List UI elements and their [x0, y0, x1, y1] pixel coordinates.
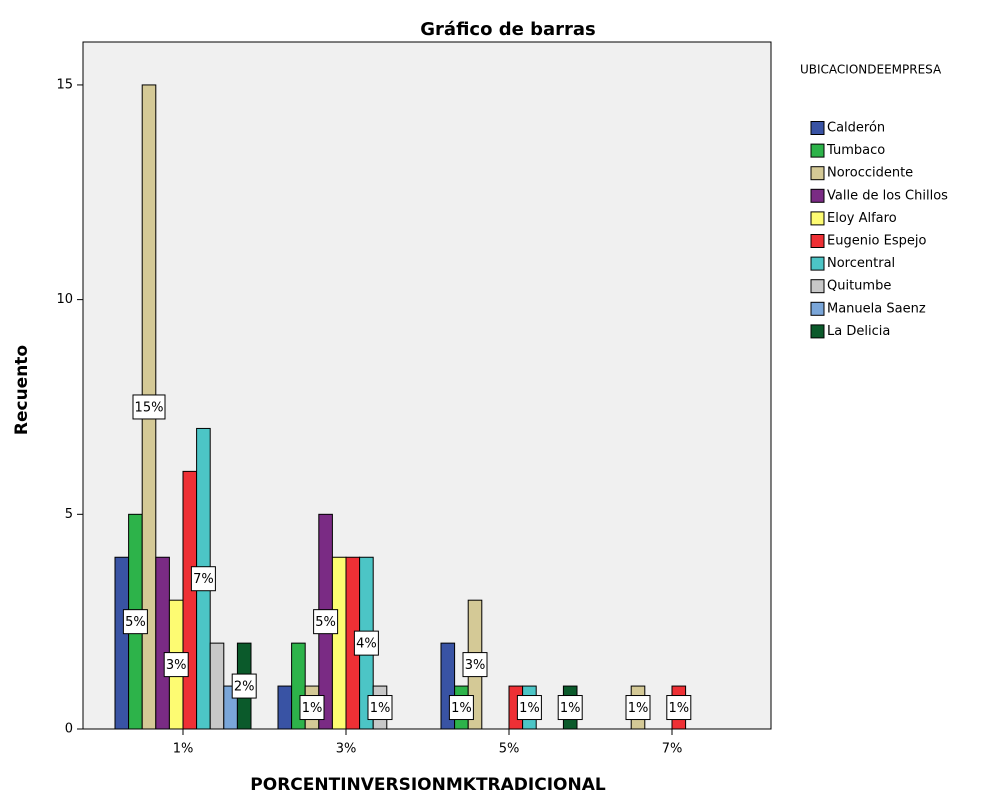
value-label: 1% — [628, 701, 649, 716]
legend-label: Quitumbe — [827, 279, 891, 294]
value-label: 15% — [135, 400, 164, 415]
value-label: 3% — [465, 658, 486, 673]
x-tick-label: 3% — [336, 742, 357, 757]
legend-swatch — [810, 324, 825, 339]
y-tick-label: 5 — [65, 507, 73, 522]
value-label-box — [462, 652, 488, 678]
value-label-box — [353, 630, 379, 656]
legend-label: Calderón — [827, 121, 885, 136]
legend-label: Valle de los Chillos — [827, 188, 948, 203]
value-label: 2% — [234, 680, 255, 695]
legend-swatch — [810, 188, 825, 203]
legend-swatch — [810, 121, 825, 135]
legend-label: Noroccidente — [827, 166, 913, 181]
value-label-box — [163, 652, 189, 678]
chart-title: Gráfico de barras — [420, 19, 595, 40]
bar — [277, 685, 293, 730]
legend-label: Eloy Alfaro — [827, 211, 897, 226]
legend-swatch — [810, 211, 825, 226]
x-tick-label: 7% — [662, 742, 683, 757]
x-axis-label: PORCENTINVERSIONMKTRADICIONAL — [250, 775, 606, 795]
value-label-box — [516, 695, 542, 721]
value-label-box — [557, 695, 583, 721]
legend-swatch — [810, 301, 825, 316]
legend-swatch — [810, 143, 825, 158]
value-label-box — [313, 609, 339, 635]
y-tick-label: 10 — [56, 292, 73, 307]
legend-label: Eugenio Espejo — [827, 234, 926, 249]
legend-swatch — [810, 166, 825, 181]
value-label-box — [231, 673, 257, 699]
legend-label: Manuela Saenz — [827, 301, 926, 316]
legend-swatch — [810, 234, 825, 248]
value-label: 7% — [193, 572, 214, 587]
legend-label: Norcentral — [827, 256, 895, 271]
x-tick-label: 5% — [499, 742, 520, 757]
value-label: 1% — [668, 701, 689, 716]
value-label: 3% — [166, 658, 187, 673]
legend-title: UBICACIONDEEMPRESA — [800, 63, 942, 77]
value-label-box — [132, 394, 166, 420]
y-tick-label: 0 — [65, 722, 73, 737]
y-tick-label: 15 — [56, 77, 73, 92]
bar — [114, 556, 130, 730]
value-label-box — [625, 695, 651, 721]
bar — [331, 556, 347, 730]
value-label-box — [299, 695, 325, 721]
value-label-box — [122, 609, 148, 635]
value-label: 4% — [356, 637, 377, 652]
legend-label: Tumbaco — [826, 143, 885, 158]
legend-swatch — [810, 279, 825, 294]
legend-label: La Delicia — [827, 324, 890, 339]
value-label: 1% — [519, 701, 540, 716]
value-label: 1% — [451, 701, 472, 716]
value-label-box — [666, 695, 692, 721]
value-label: 1% — [370, 701, 391, 716]
y-axis-label: Recuento — [12, 345, 32, 435]
bar — [209, 642, 225, 730]
value-label-box — [367, 695, 393, 721]
value-label: 5% — [315, 615, 336, 630]
value-label-box — [448, 695, 474, 721]
x-tick-label: 1% — [173, 742, 194, 757]
value-label: 1% — [560, 701, 581, 716]
value-label: 1% — [302, 701, 323, 716]
value-label-box — [190, 566, 216, 592]
bar — [182, 470, 198, 730]
value-label: 5% — [125, 615, 146, 630]
bar — [155, 556, 170, 730]
legend-swatch — [810, 256, 825, 271]
